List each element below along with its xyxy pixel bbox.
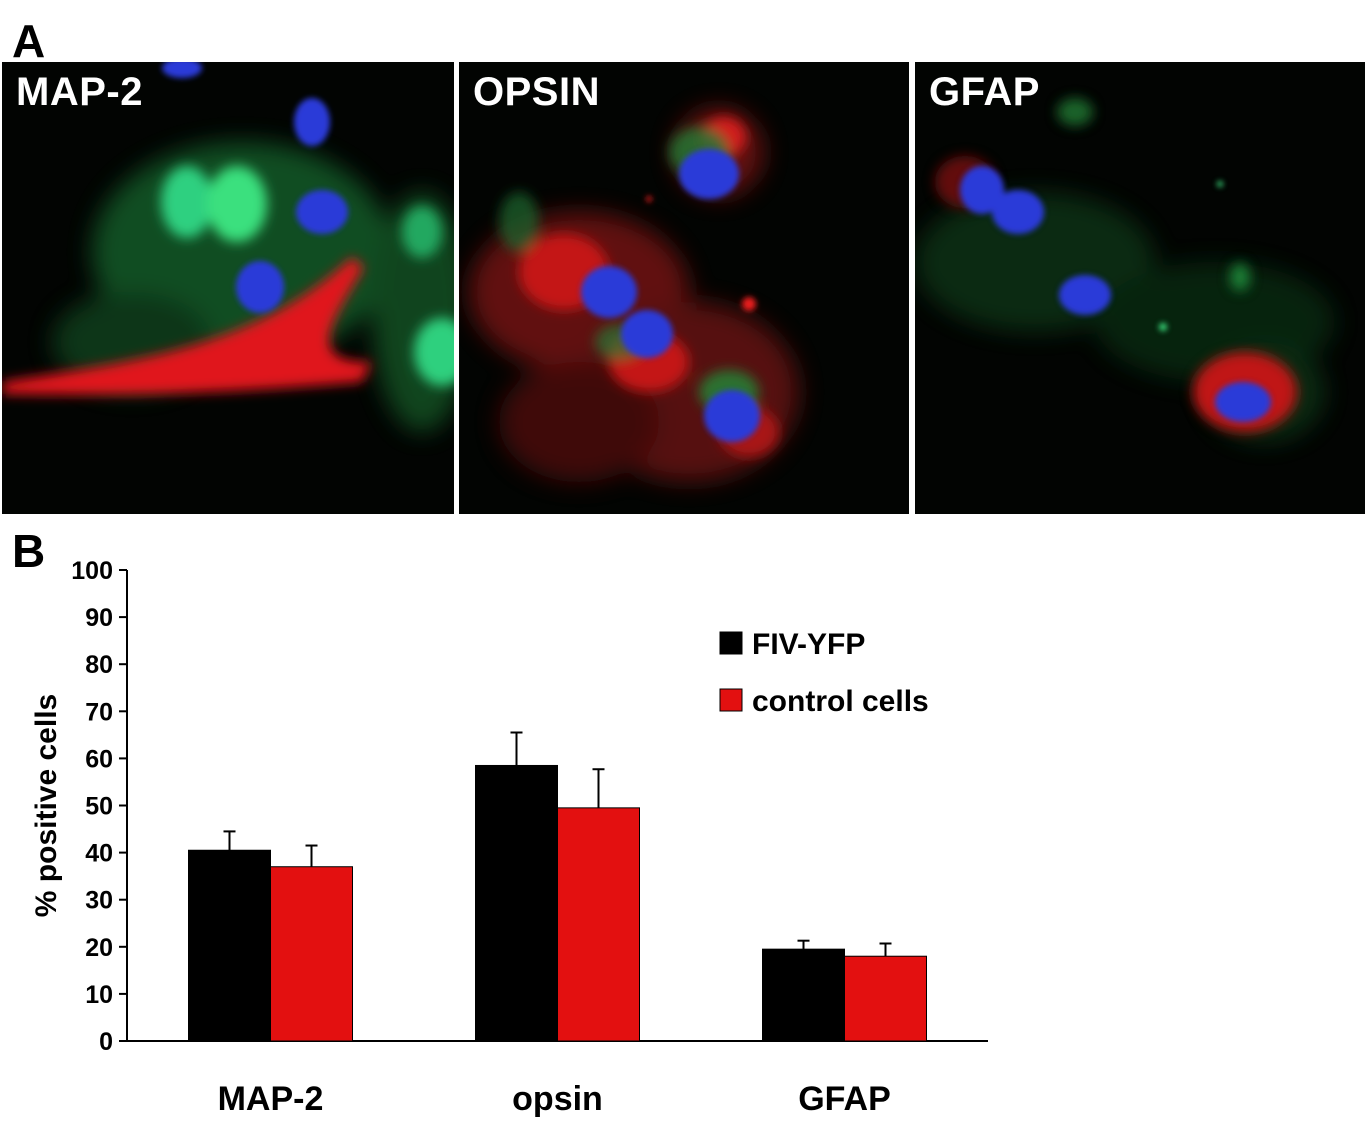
y-tick-label: 0 — [99, 1028, 113, 1056]
y-tick-label: 40 — [85, 840, 113, 868]
legend-entry: control cells — [752, 685, 929, 718]
bar — [475, 764, 558, 1042]
y-tick-label: 90 — [85, 604, 113, 632]
y-tick-label: 80 — [85, 651, 113, 679]
y-tick-label: 50 — [85, 793, 113, 821]
panel-label-a: A — [12, 15, 46, 67]
y-tick-label: 60 — [85, 745, 113, 773]
micrograph-map2-image — [2, 62, 454, 432]
bar — [557, 807, 640, 1042]
bar — [762, 948, 845, 1042]
micrograph-gfap: GFAP — [915, 62, 1365, 514]
micrograph-opsin: OPSIN — [459, 62, 909, 514]
bar — [270, 866, 353, 1042]
micrograph-label: OPSIN — [473, 70, 600, 114]
x-tick-label: opsin — [512, 1080, 603, 1118]
bar — [188, 849, 271, 1042]
micrograph-map2: MAP-2 — [2, 62, 454, 514]
micrograph-opsin-image — [469, 107, 799, 482]
legend-swatch — [719, 631, 743, 655]
y-tick-label: 70 — [85, 698, 113, 726]
micrograph-row: MAP-2 — [0, 62, 1365, 514]
chart-axes: 0 10 20 30 40 50 60 70 80 90 100 MAP-2 opsin GFAP — [71, 557, 988, 1118]
legend-entry: FIV-YFP — [752, 628, 865, 661]
chart-bars — [188, 731, 927, 1042]
x-tick-label: GFAP — [798, 1080, 891, 1118]
micrograph-label: MAP-2 — [16, 70, 143, 114]
y-tick-label: 20 — [85, 934, 113, 962]
panel-label-b: B — [12, 525, 46, 577]
bar — [844, 955, 927, 1042]
x-tick-label: MAP-2 — [218, 1080, 324, 1118]
legend-swatch — [719, 688, 743, 712]
micrograph-gfap-image — [915, 98, 1335, 442]
chart-legend: FIV-YFP control cells — [719, 628, 929, 718]
y-tick-label: 30 — [85, 887, 113, 915]
y-tick-label: 10 — [85, 981, 113, 1009]
bar-chart: 0 10 20 30 40 50 60 70 80 90 100 MAP-2 opsin GFAP FIV… — [30, 557, 988, 1118]
y-axis-label: % positive cells — [30, 694, 63, 917]
micrograph-label: GFAP — [929, 70, 1040, 114]
y-tick-label: 100 — [71, 557, 113, 585]
